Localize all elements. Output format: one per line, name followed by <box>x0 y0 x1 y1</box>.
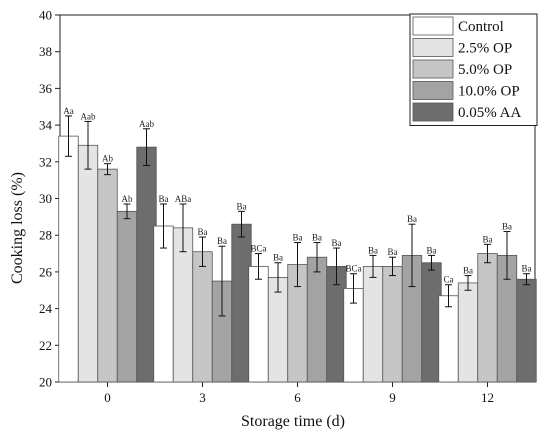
legend: Control 2.5% OP 5.0% OP 10.0% OP 0.05% AA <box>409 13 538 126</box>
bar <box>382 265 403 383</box>
significance-label: Ab <box>102 154 113 164</box>
significance-label: Ba <box>237 201 247 211</box>
bar <box>136 146 157 383</box>
y-tick-label: 40 <box>39 8 52 23</box>
legend-entry: 2.5% OP <box>458 41 512 57</box>
bar <box>457 282 479 383</box>
significance-label: Ba <box>388 247 398 257</box>
significance-label: Ba <box>502 222 512 232</box>
significance-label: Ba <box>293 233 303 243</box>
significance-label: Ba <box>483 234 493 244</box>
bar <box>97 168 118 383</box>
legend-entry: Control <box>458 19 504 35</box>
bar <box>516 278 537 383</box>
y-tick-label: 30 <box>39 191 52 206</box>
bar <box>306 256 328 383</box>
significance-label: Ba <box>368 245 378 255</box>
bar <box>116 210 138 383</box>
significance-label: Aa <box>63 106 74 116</box>
significance-label: Ba <box>273 253 283 263</box>
legend-swatch <box>412 59 454 79</box>
legend-swatch <box>412 16 454 36</box>
significance-label: Ba <box>198 227 208 237</box>
bar <box>153 225 174 383</box>
x-axis-title: Storage time (d) <box>241 413 345 430</box>
y-tick-label: 20 <box>39 375 52 390</box>
labels-layer: Aa Aab Ab Ab Aab Ba ABa Ba Ba Ba BCa Ba Ba Ba Ba BCa Ba B… <box>63 106 531 285</box>
significance-label: Ba <box>427 245 437 255</box>
y-tick-label: 28 <box>39 228 52 243</box>
legend-entry: 10.0% OP <box>458 84 520 100</box>
bars-layer <box>58 115 537 383</box>
x-tick-label: 3 <box>199 390 206 405</box>
significance-label: Ba <box>217 236 227 246</box>
significance-label: Ba <box>159 194 169 204</box>
legend-entry: 0.05% AA <box>458 105 522 121</box>
significance-label: Ab <box>122 194 133 204</box>
y-axis-title: Cooking loss (%) <box>9 172 26 284</box>
significance-label: BCa <box>250 244 266 254</box>
bar <box>58 135 79 383</box>
significance-label: Ba <box>332 238 342 248</box>
legend-swatch <box>412 38 454 57</box>
legend-swatch <box>412 102 454 122</box>
significance-label: Aab <box>139 119 154 129</box>
bar <box>231 223 252 383</box>
significance-label: BCa <box>345 264 361 274</box>
y-tick-label: 36 <box>39 81 53 96</box>
bar <box>77 144 99 383</box>
bar <box>362 265 384 383</box>
significance-label: Ba <box>312 233 322 243</box>
x-tick-label: 12 <box>481 390 494 405</box>
bar <box>477 253 498 383</box>
significance-label: Ca <box>444 275 454 285</box>
legend-swatch <box>412 81 454 100</box>
significance-label: Ba <box>463 266 473 276</box>
bar <box>248 265 269 383</box>
x-tick-label: 0 <box>104 390 111 405</box>
significance-label: Aab <box>81 111 96 121</box>
y-tick-label: 32 <box>39 154 52 169</box>
bar <box>421 262 442 383</box>
bar <box>267 277 289 383</box>
bar <box>192 251 213 383</box>
y-tick-label: 26 <box>39 264 53 279</box>
x-tick-label: 6 <box>294 390 301 405</box>
y-tick-label: 22 <box>39 338 52 353</box>
x-tick-label: 9 <box>389 390 396 405</box>
y-tick-label: 24 <box>39 301 53 316</box>
significance-label: Ba <box>522 264 532 274</box>
significance-label: ABa <box>175 194 192 204</box>
legend-entry: 5.0% OP <box>458 62 512 78</box>
significance-label: Ba <box>407 214 417 224</box>
bar <box>438 295 459 383</box>
y-tick-label: 34 <box>39 118 53 133</box>
y-tick-label: 38 <box>39 44 52 59</box>
